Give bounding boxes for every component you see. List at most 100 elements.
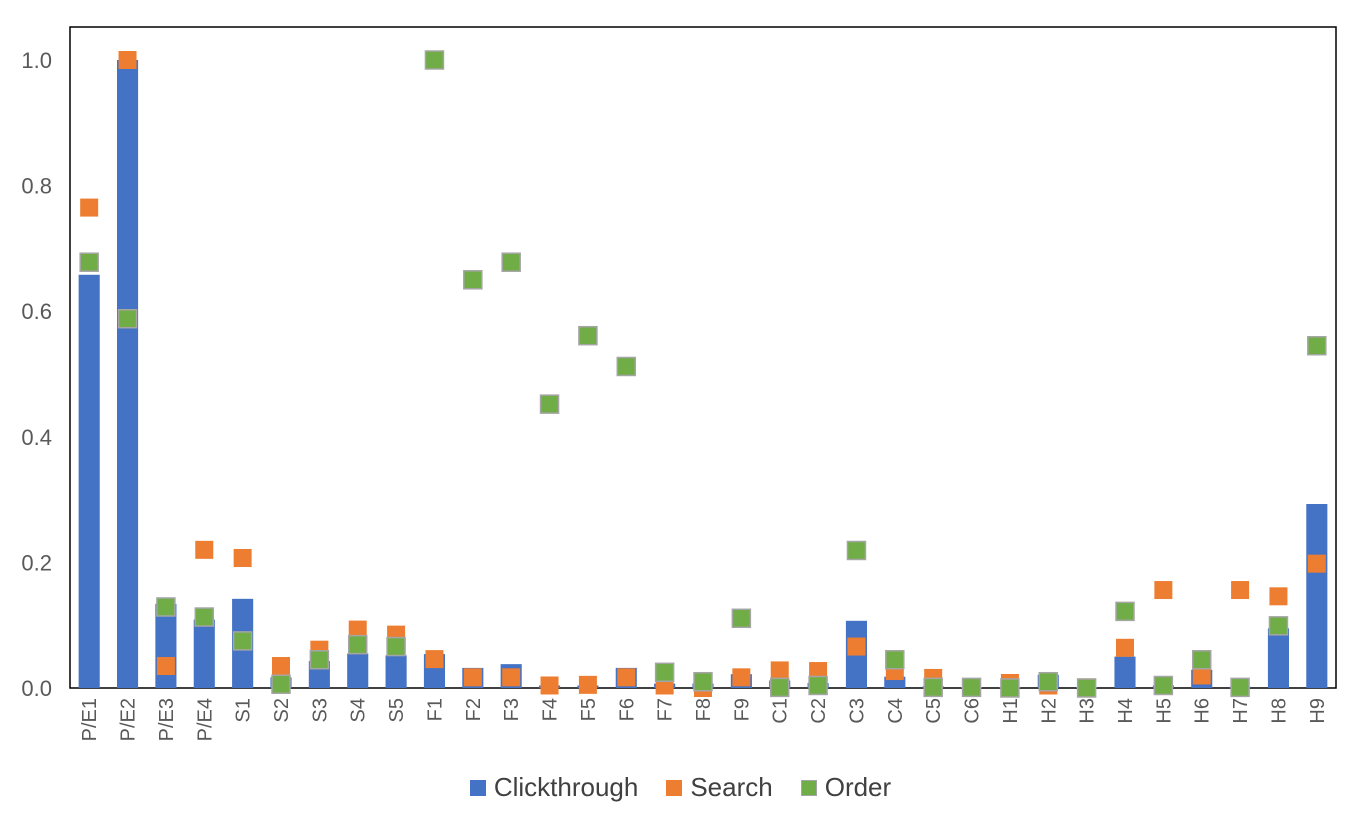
bar-clickthrough-h8: [1267, 628, 1290, 688]
x-tick-label: F7: [655, 698, 677, 721]
y-tick-label: 0.4: [21, 425, 52, 450]
marker-order-h9: [1307, 335, 1327, 356]
x-tick-label: H9: [1307, 698, 1329, 724]
legend-label-clickthrough: Clickthrough: [493, 772, 639, 802]
x-tick-label: H2: [1038, 698, 1060, 724]
marker-order-c1: [769, 677, 790, 698]
marker-order-h3: [1076, 678, 1097, 698]
marker-search-h7: [1231, 581, 1250, 600]
x-tick-label: H7: [1230, 698, 1252, 724]
x-tick-label: F2: [463, 698, 485, 721]
x-tick-label: H5: [1153, 698, 1175, 724]
x-tick-label: P/E1: [79, 698, 101, 741]
legend-swatch-search: [666, 779, 683, 796]
marker-order-f3: [501, 252, 521, 272]
x-tick-label: P/E2: [118, 698, 140, 741]
legend-item-search: Search: [666, 772, 773, 803]
x-tick-label: C6: [962, 698, 984, 724]
bar-clickthrough-p-e4: [193, 619, 215, 688]
marker-search-p-e4: [195, 540, 214, 559]
marker-search-h4: [1116, 638, 1134, 657]
marker-order-c5: [923, 677, 943, 698]
x-tick-label: C5: [923, 698, 945, 724]
marker-order-p-e3: [156, 597, 176, 617]
marker-search-f9: [732, 668, 751, 687]
x-tick-label: F8: [693, 698, 715, 721]
marker-order-h5: [1153, 675, 1174, 696]
bar-clickthrough-c4: [884, 676, 906, 688]
x-tick-label: F3: [501, 698, 523, 721]
x-tick-label: H3: [1077, 698, 1099, 724]
marker-order-h6: [1191, 649, 1212, 670]
x-tick-label: C2: [808, 698, 830, 724]
marker-search-f5: [578, 675, 597, 694]
bar-clickthrough-p-e1: [78, 274, 100, 688]
x-tick-label: S1: [233, 698, 255, 722]
x-tick-label: S2: [271, 698, 293, 722]
x-tick-label: C3: [846, 698, 868, 724]
marker-order-c2: [808, 675, 828, 696]
marker-order-h1: [1000, 678, 1020, 698]
marker-search-f2: [463, 668, 482, 687]
y-tick-label: 0.8: [21, 174, 52, 199]
bar-clickthrough-h4: [1114, 656, 1136, 688]
marker-order-s3: [309, 649, 330, 670]
bar-clickthrough-s5: [385, 655, 407, 688]
x-tick-label: C1: [770, 698, 792, 724]
x-tick-label: P/E3: [156, 698, 178, 741]
x-tick-label: F6: [616, 698, 638, 721]
marker-order-c3: [846, 540, 867, 561]
marker-search-p-e1: [80, 198, 99, 217]
y-tick-label: 0.2: [21, 550, 52, 575]
marker-search-f3: [502, 668, 521, 687]
legend-item-order: Order: [800, 772, 892, 803]
marker-search-h6: [1192, 666, 1211, 685]
marker-order-f1: [424, 50, 445, 70]
marker-search-h8: [1269, 587, 1288, 606]
marker-search-c2: [809, 662, 828, 681]
x-tick-label: P/E4: [194, 698, 216, 741]
marker-search-s4: [348, 620, 367, 639]
marker-search-f4: [540, 676, 559, 695]
legend-swatch-order: [800, 779, 817, 796]
x-tick-label: H6: [1192, 698, 1214, 724]
marker-order-p-e4: [194, 607, 215, 627]
marker-order-f5: [578, 325, 598, 346]
marker-search-p-e3: [156, 657, 175, 676]
marker-search-h9: [1307, 554, 1326, 573]
marker-search-h5: [1154, 581, 1173, 600]
marker-order-s1: [232, 631, 253, 651]
x-tick-label: F5: [578, 698, 600, 721]
y-tick-label: 0.6: [21, 299, 52, 324]
x-tick-label: S5: [386, 698, 408, 722]
x-tick-label: F9: [731, 698, 753, 721]
legend-label-order: Order: [824, 772, 892, 802]
x-tick-label: S3: [309, 698, 331, 722]
x-tick-label: F1: [424, 698, 446, 721]
marker-order-s5: [386, 636, 406, 657]
bar-clickthrough-s4: [347, 653, 369, 688]
marker-order-c6: [961, 677, 982, 698]
marker-order-f2: [463, 270, 483, 290]
marker-order-s2: [271, 674, 291, 694]
marker-order-f7: [654, 662, 675, 683]
legend-item-clickthrough: Clickthrough: [469, 772, 639, 803]
marker-search-c1: [770, 661, 789, 680]
marker-search-s1: [233, 549, 252, 568]
marker-order-h2: [1038, 671, 1059, 692]
y-tick-label: 0.0: [21, 676, 52, 701]
x-tick-label: C4: [885, 698, 907, 724]
marker-order-f8: [693, 671, 713, 692]
legend-label-search: Search: [690, 772, 773, 802]
marker-order-p-e1: [79, 252, 99, 272]
bar-clickthrough-h9: [1306, 503, 1328, 688]
marker-order-f6: [616, 356, 637, 377]
x-tick-label: F4: [540, 698, 562, 721]
bar-clickthrough-p-e2: [116, 60, 139, 688]
legend-swatch-clickthrough: [469, 779, 486, 796]
marker-order-h7: [1230, 677, 1250, 698]
marker-search-c3: [847, 637, 866, 656]
x-tick-label: H4: [1115, 698, 1137, 724]
marker-order-h4: [1115, 601, 1135, 622]
